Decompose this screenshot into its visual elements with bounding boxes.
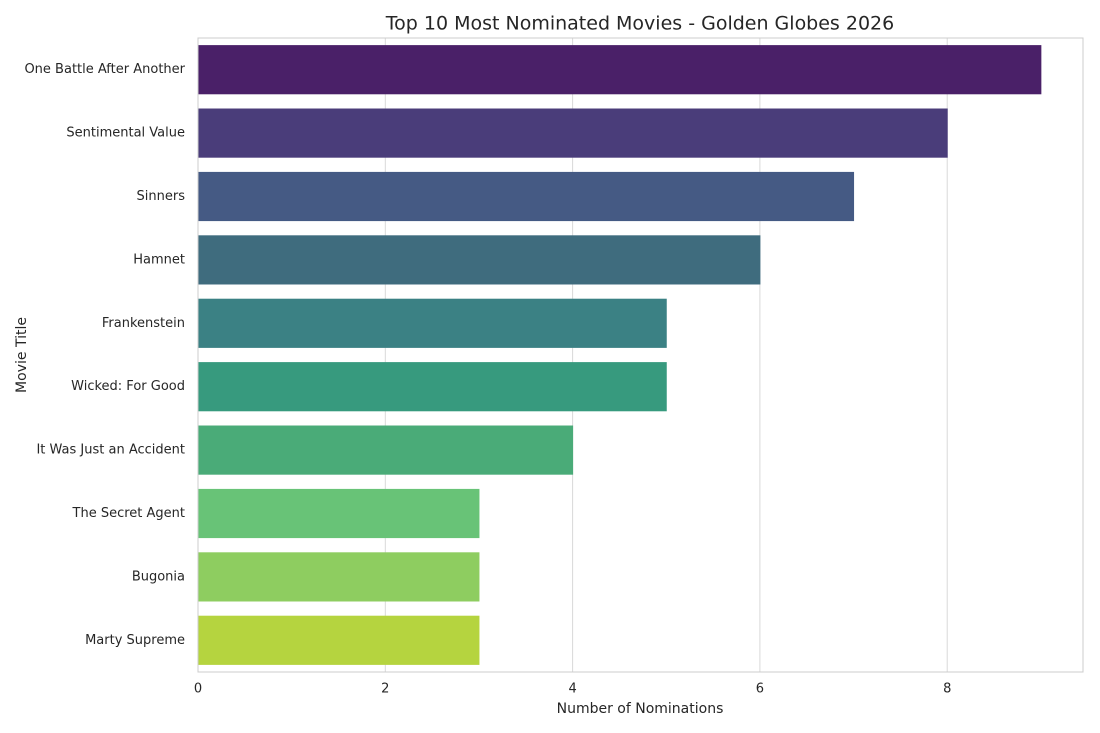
y-tick-label: It Was Just an Accident	[36, 443, 185, 458]
bar	[197, 425, 574, 475]
chart-title: Top 10 Most Nominated Movies - Golden Gl…	[385, 13, 894, 35]
bar	[197, 488, 480, 539]
y-tick-label: One Battle After Another	[24, 62, 185, 77]
bar	[197, 298, 667, 348]
x-axis-label: Number of Nominations	[557, 701, 724, 717]
y-tick-label: Sinners	[137, 189, 186, 204]
bar	[197, 171, 855, 222]
y-tick-label: Bugonia	[132, 569, 185, 584]
y-tick-label: Frankenstein	[102, 316, 185, 331]
x-tick-label: 2	[381, 682, 389, 697]
y-tick-label: Marty Supreme	[85, 633, 185, 648]
y-tick-label: Sentimental Value	[66, 126, 185, 141]
x-tick-label: 6	[756, 682, 764, 697]
y-axis-label: Movie Title	[14, 317, 30, 393]
x-tick-label: 8	[943, 682, 951, 697]
x-tick-label: 4	[568, 682, 576, 697]
y-tick-label: Hamnet	[133, 252, 185, 267]
bar	[197, 235, 761, 285]
bar	[197, 45, 1042, 95]
bar	[197, 552, 480, 602]
y-tick-label: Wicked: For Good	[71, 379, 185, 394]
bar	[197, 615, 480, 665]
bar	[197, 362, 667, 412]
x-tick-label: 0	[194, 682, 202, 697]
plot-frame	[197, 37, 1084, 673]
y-tick-label: The Secret Agent	[72, 506, 185, 521]
bar	[197, 108, 948, 158]
